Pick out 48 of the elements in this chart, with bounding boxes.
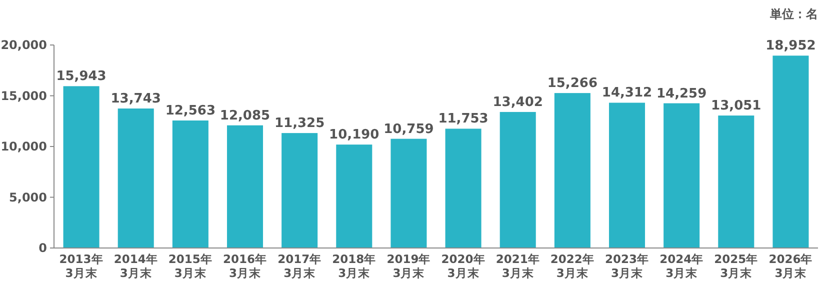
x-tick-label: 2014年 3月末 (114, 252, 158, 280)
data-label: 11,753 (438, 112, 488, 127)
bar (718, 116, 754, 248)
x-tick-label: 2026年 3月末 (768, 252, 813, 280)
data-label: 18,952 (766, 38, 816, 54)
bar (608, 102, 646, 248)
x-tick-label: 2018年 3月末 (332, 252, 376, 280)
data-label: 14,312 (602, 86, 652, 101)
bar (63, 86, 100, 248)
x-tick-label: 2024年 3月末 (660, 252, 704, 280)
text: 単位：名 (769, 7, 818, 21)
bar (664, 103, 700, 248)
bar (445, 128, 482, 248)
y-tick-label: 0 (38, 241, 47, 255)
bar (500, 112, 536, 248)
x-tick-label: 2025年 3月末 (714, 252, 758, 280)
data-label: 15,266 (547, 76, 598, 92)
bar (282, 133, 318, 248)
y-tick-label: 15,000 (0, 88, 47, 103)
y-tick-label: 10,000 (0, 140, 47, 154)
data-label: 11,325 (274, 116, 325, 132)
x-tick-label: 2019年 3月末 (386, 252, 431, 280)
bar (772, 56, 809, 248)
bar (226, 125, 264, 248)
data-label: 12,563 (165, 103, 216, 118)
data-label: 13,051 (711, 98, 762, 114)
x-tick-label: 2023年 3月末 (604, 252, 650, 280)
x-tick-label: 2020年 3月末 (441, 252, 486, 280)
data-label: 10,190 (329, 128, 380, 143)
y-tick-label: 5,000 (9, 190, 47, 204)
data-label: 13,743 (110, 92, 161, 107)
bar (554, 93, 590, 248)
x-tick-label: 2022年 3月末 (550, 252, 594, 280)
x-tick-label: 2013年 3月末 (59, 252, 104, 280)
data-label: 14,259 (656, 86, 707, 102)
bar (336, 144, 372, 248)
x-tick-label: 2015年 3月末 (168, 252, 212, 280)
x-tick-label: 2016年 3月末 (222, 252, 268, 280)
x-tick-label: 2017年 3月末 (278, 252, 322, 280)
data-label: 12,085 (220, 108, 270, 124)
bar (390, 138, 427, 248)
bar (172, 120, 208, 248)
y-tick-label: 20,000 (0, 38, 47, 52)
x-tick-label: 2021年 3月末 (496, 252, 540, 280)
data-label: 10,759 (384, 122, 434, 137)
data-label: 13,402 (492, 94, 543, 110)
bar (118, 108, 154, 248)
data-label: 15,943 (56, 69, 106, 84)
